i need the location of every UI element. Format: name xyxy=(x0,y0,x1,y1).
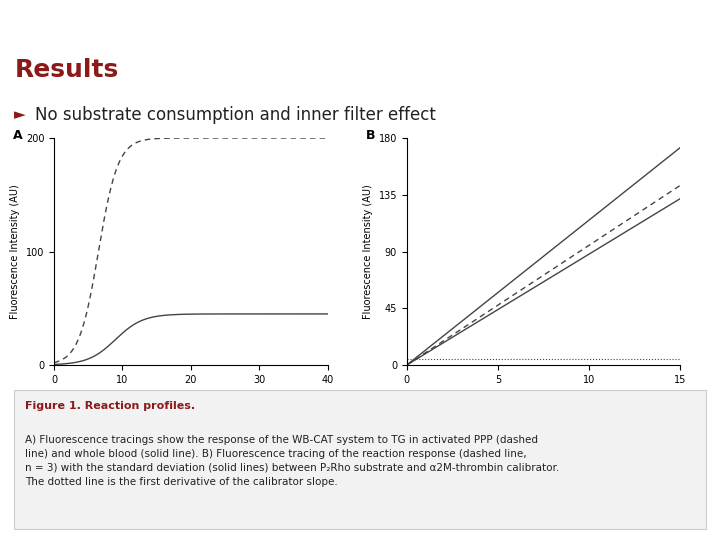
Text: ►: ► xyxy=(14,107,26,123)
Y-axis label: Fluorescence Intensity (AU): Fluorescence Intensity (AU) xyxy=(363,184,373,319)
Text: Results: Results xyxy=(14,58,119,82)
X-axis label: Time (min): Time (min) xyxy=(157,390,225,400)
Text: A: A xyxy=(13,129,22,142)
Y-axis label: Fluorescence Intensity (AU): Fluorescence Intensity (AU) xyxy=(10,184,20,319)
Text: No substrate consumption and inner filter effect: No substrate consumption and inner filte… xyxy=(35,106,436,124)
Text: B: B xyxy=(366,129,375,142)
X-axis label: Time (min): Time (min) xyxy=(510,390,577,400)
FancyBboxPatch shape xyxy=(14,390,706,529)
Text: Clinical Chemistry: Clinical Chemistry xyxy=(11,14,213,32)
Text: A) Fluorescence tracings show the response of the WB-CAT system to TG in activat: A) Fluorescence tracings show the respon… xyxy=(24,435,559,487)
Text: Figure 1. Reaction profiles.: Figure 1. Reaction profiles. xyxy=(24,401,195,411)
